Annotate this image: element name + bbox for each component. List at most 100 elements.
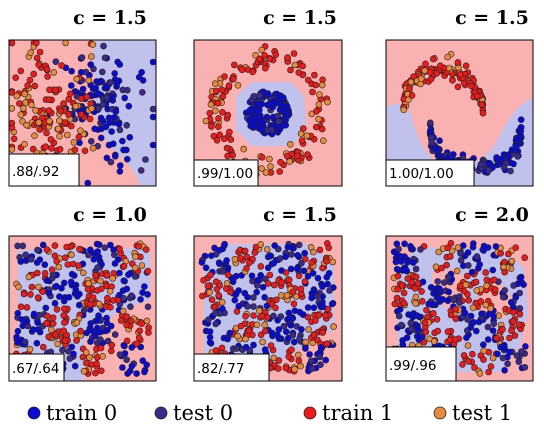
panel-0-point (30, 70, 38, 78)
panel-4-point (322, 312, 329, 319)
panel-4-point (280, 322, 288, 330)
panel-3-point (61, 337, 69, 344)
panel-3-point (36, 328, 44, 336)
panel-0-point (73, 75, 80, 83)
panel-0-point (139, 77, 147, 84)
panel-5: c = 2.0 .99/.96 (385, 204, 534, 382)
panel-2-point (477, 161, 485, 168)
panel-4-score-box (193, 353, 270, 382)
panel-5-point (468, 350, 476, 358)
panel-3-point (123, 356, 130, 364)
panel-0-point (138, 69, 145, 76)
panel-5-title: c = 2.0 (455, 204, 529, 226)
panel-0-point (68, 122, 75, 130)
panel-3-point (76, 245, 83, 253)
legend-entry-train-1: train 1 (303, 401, 393, 425)
panel-4-point (250, 294, 257, 301)
panel-1-point (258, 46, 266, 54)
panel-4-point (316, 353, 324, 361)
panel-3-point (60, 312, 68, 319)
panel-0-title: c = 1.5 (73, 7, 147, 29)
panel-5-point (470, 318, 477, 326)
panel-3-point (139, 289, 146, 296)
panel-5-point (477, 298, 485, 305)
panel-1-point (207, 101, 215, 108)
panel-5-point (492, 243, 500, 250)
panel-4-point (308, 365, 316, 373)
panel-4-point (264, 280, 272, 287)
panel-0-point (120, 146, 127, 154)
panel-5-point (476, 370, 484, 377)
panel-1-point (213, 87, 220, 95)
panel-0-point (97, 114, 105, 122)
panel-3-title: c = 1.0 (73, 204, 147, 226)
panel-4-point (307, 357, 315, 365)
panel-1-point (304, 151, 311, 158)
panel-5-point (394, 285, 401, 293)
panel-3-point (114, 256, 122, 263)
panel-3-point (22, 251, 30, 259)
panel-3-point (14, 327, 22, 335)
panel-0-point (76, 139, 83, 147)
panel-4-point (282, 328, 290, 336)
panel-4-point (305, 326, 312, 333)
panel-4-point (261, 321, 269, 329)
panel-1-point (221, 73, 228, 80)
panel-0-point (116, 168, 124, 175)
panel-3-point (51, 242, 59, 249)
panel-1-point (274, 93, 282, 101)
panel-1-point (319, 137, 327, 144)
panel-3-point (141, 283, 148, 290)
panel-0-point (107, 158, 115, 166)
panel-3-point (128, 344, 136, 351)
panel-5-point (457, 256, 465, 264)
panel-3-point (99, 352, 106, 360)
panel-5-point (444, 273, 452, 281)
panel-3-point (94, 264, 101, 271)
panel-1-point (316, 91, 323, 98)
panel-4-point (232, 290, 240, 298)
panel-3-point (94, 317, 101, 324)
panel-0-point (19, 118, 26, 125)
panel-5-point (446, 253, 454, 260)
panel-1-point (221, 135, 228, 143)
panel-3-point (60, 305, 68, 313)
panel-4-point (257, 241, 265, 248)
panel-3-point (39, 288, 47, 296)
panel-5-point (482, 301, 490, 309)
panel-0-point (27, 49, 35, 57)
panel-0-point (88, 138, 95, 145)
panel-4-point (253, 288, 261, 296)
panel-5-point (490, 320, 498, 328)
panel-0-point (64, 131, 71, 139)
panel-5-point (462, 281, 470, 289)
panel-4-point (261, 346, 269, 353)
panel-5-point (452, 315, 460, 323)
panel-0-point (77, 127, 84, 134)
panel-4-point (255, 307, 263, 315)
panel-1-point (249, 68, 256, 76)
panel-5-point (393, 294, 401, 302)
panel-1-point (240, 145, 247, 153)
legend: train 0 test 0 train 1 test 1 (27, 401, 512, 425)
panel-4-point (206, 288, 213, 296)
panel-5-point (516, 305, 524, 312)
panel-0-point (21, 140, 28, 148)
panel-3-point (52, 282, 60, 290)
panel-3-point (97, 336, 104, 343)
panel-5-point (463, 272, 471, 280)
panel-0-point (123, 122, 130, 129)
panel-3-point (68, 251, 75, 259)
panel-3-point (94, 248, 101, 255)
panel-4-point (289, 331, 297, 339)
panel-0-point (119, 137, 126, 145)
panel-1-point (315, 101, 323, 108)
panel-3-point (108, 347, 115, 355)
panel-5-point (430, 310, 437, 317)
panel-2-point (449, 151, 457, 158)
panel-5-point (419, 278, 427, 286)
panel-4-point (272, 304, 279, 312)
panel-5-point (391, 300, 399, 308)
panel-4-point (271, 242, 279, 249)
panel-4-point (308, 294, 315, 302)
